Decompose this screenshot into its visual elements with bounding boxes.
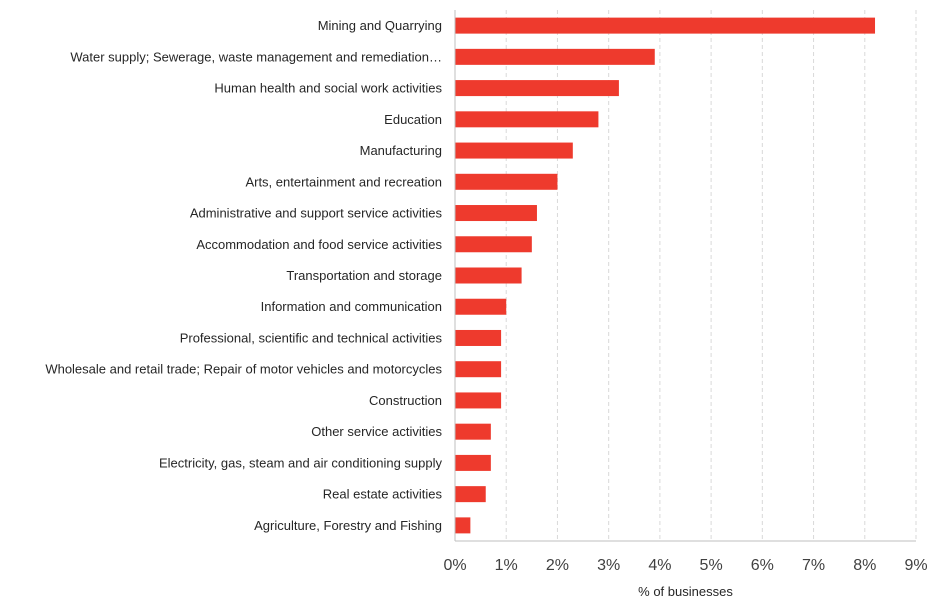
category-label: Administrative and support service activ…: [190, 206, 443, 221]
bar: [455, 423, 491, 440]
category-label: Education: [384, 112, 442, 127]
axes: [454, 10, 916, 542]
bar: [455, 48, 655, 65]
bar: [455, 517, 471, 534]
bar: [455, 329, 502, 346]
category-label: Information and communication: [261, 299, 442, 314]
bar: [455, 236, 532, 253]
bars: [455, 17, 876, 534]
category-label: Transportation and storage: [286, 268, 442, 283]
category-label: Other service activities: [311, 424, 442, 439]
category-label: Accommodation and food service activitie…: [196, 237, 442, 252]
x-axis-title: % of businesses: [638, 584, 733, 599]
category-label: Professional, scientific and technical a…: [180, 330, 443, 345]
category-labels: Mining and Quarrying Water supply; Sewera…: [45, 18, 442, 533]
x-tick-label: 1%: [495, 557, 518, 574]
bar: [455, 392, 502, 409]
category-label: Mining and Quarrying: [318, 18, 442, 33]
bar: [455, 298, 507, 315]
category-label: Water supply; Sewerage, waste management…: [70, 49, 442, 64]
x-tick-label: 9%: [904, 557, 927, 574]
category-label: Wholesale and retail trade; Repair of mo…: [45, 362, 442, 377]
category-label: Construction: [369, 393, 442, 408]
category-label: Electricity, gas, steam and air conditio…: [159, 455, 443, 470]
category-label: Manufacturing: [360, 143, 442, 158]
bar: [455, 205, 537, 222]
x-tick-label: 6%: [751, 557, 774, 574]
category-label: Human health and social work activities: [214, 81, 442, 96]
bar: [455, 111, 599, 128]
category-label: Real estate activities: [323, 487, 443, 502]
x-tick-label: 2%: [546, 557, 569, 574]
bar: [455, 486, 486, 503]
x-tick-label: 3%: [597, 557, 620, 574]
x-tick-label: 0%: [443, 557, 466, 574]
bar: [455, 454, 491, 471]
x-tick-label: 4%: [648, 557, 671, 574]
bar: [455, 142, 573, 159]
x-tick-label: 8%: [853, 557, 876, 574]
gridlines: [505, 10, 917, 541]
x-tick-label: 5%: [700, 557, 723, 574]
bar: [455, 80, 619, 97]
category-label: Arts, entertainment and recreation: [245, 174, 442, 189]
bar: [455, 267, 522, 284]
bar: [455, 173, 558, 190]
bar: [455, 361, 502, 378]
category-label: Agriculture, Forestry and Fishing: [254, 518, 442, 533]
bar: [455, 17, 876, 34]
tick-labels: 0% 1% 2% 3% 4% 5% 6% 7% 8% 9%: [443, 557, 927, 574]
x-tick-label: 7%: [802, 557, 825, 574]
